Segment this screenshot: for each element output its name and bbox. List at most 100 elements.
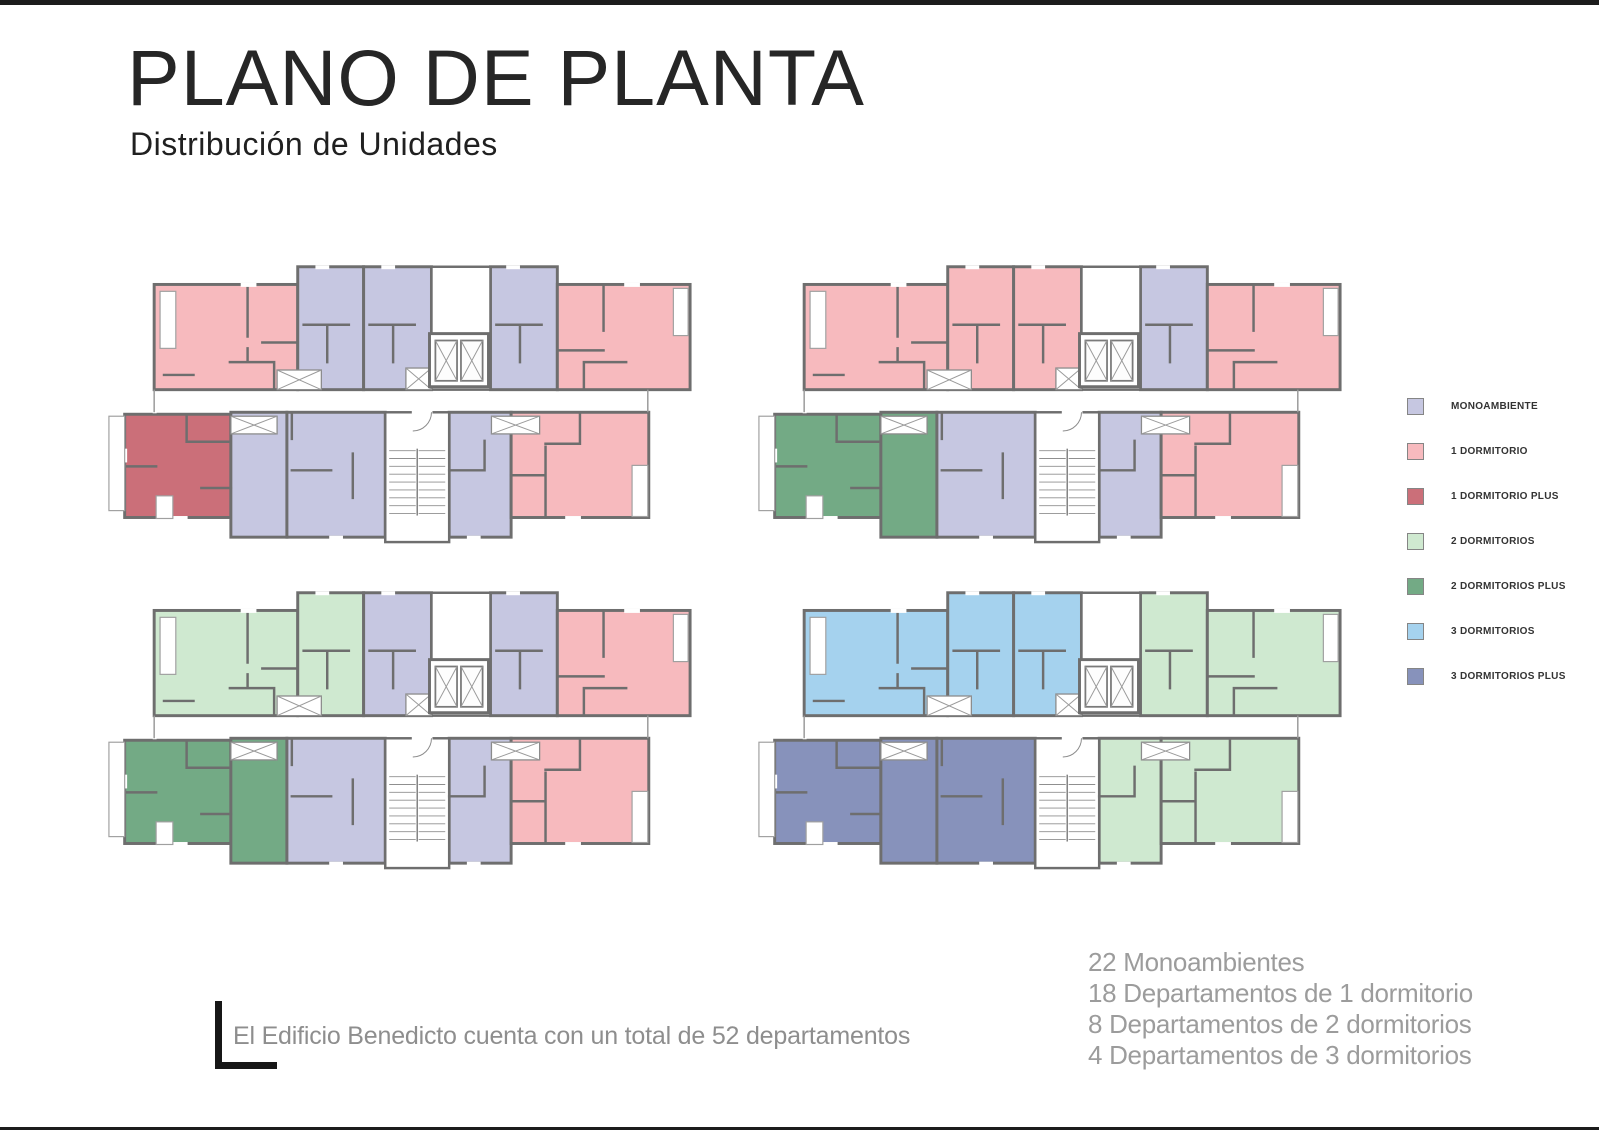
floor-plan-top-right-drawing	[758, 265, 1342, 544]
window-opening	[171, 842, 188, 846]
balcony-recess	[672, 613, 689, 663]
balcony-recess	[108, 415, 126, 512]
window-opening	[240, 282, 257, 287]
floor-plan-bottom-right	[745, 578, 1355, 873]
stair-treads	[1039, 409, 1096, 516]
window-opening	[890, 608, 907, 613]
wing-connector	[803, 715, 1299, 739]
unit-ul	[152, 282, 300, 392]
shaft-slab	[880, 415, 928, 435]
page-subtitle: Distribución de Unidades	[130, 126, 498, 162]
window-opening	[1031, 265, 1046, 270]
elevator-shafts	[1078, 658, 1140, 715]
floor-plan-bottom-right-drawing	[758, 591, 1342, 870]
window-opening	[979, 861, 993, 866]
unit-ur	[1205, 282, 1342, 392]
balcony-recess	[809, 290, 827, 349]
window-opening	[329, 861, 343, 866]
window-opening	[381, 265, 396, 270]
stair-treads	[389, 409, 446, 516]
floor-plan-top-left	[95, 252, 705, 547]
legend-swatch-d1	[1407, 443, 1424, 460]
window-opening	[979, 535, 993, 540]
legend-item-d2p: 2 DORMITORIOS PLUS	[1407, 578, 1566, 595]
legend-item-d1p: 1 DORMITORIO PLUS	[1407, 488, 1566, 505]
legend-swatch-d3p	[1407, 668, 1424, 685]
interior-walls	[123, 609, 628, 845]
window-opening	[315, 591, 330, 596]
elevator-shafts	[428, 658, 490, 715]
summary-line-1-dormitorio: 18 Departamentos de 1 dormitorio	[1088, 978, 1473, 1008]
interior-walls	[773, 609, 1278, 845]
floor-plan-bottom-left-drawing	[108, 591, 692, 870]
elevator-shafts	[428, 332, 490, 389]
shaft-slab	[926, 695, 972, 717]
wing-connector	[153, 715, 649, 739]
stair-treads	[389, 735, 446, 842]
balcony-recess	[108, 741, 126, 838]
window-opening	[821, 516, 838, 520]
balcony-recess	[155, 495, 174, 520]
legend-swatch-mono	[1407, 398, 1424, 415]
balcony-recess	[1322, 613, 1339, 663]
legend-label: 3 DORMITORIOS PLUS	[1451, 671, 1566, 682]
window-opening	[329, 535, 343, 540]
window-opening	[1274, 282, 1290, 287]
unit-um3	[1138, 591, 1209, 718]
legend-label: 3 DORMITORIOS	[1451, 626, 1535, 637]
unit-la2	[285, 736, 387, 865]
window-opening	[506, 265, 520, 270]
floor-plan-bottom-left	[95, 578, 705, 873]
floor-plan-top-right	[745, 252, 1355, 547]
balcony-recess	[159, 616, 177, 675]
unit-la2	[935, 410, 1037, 539]
window-opening	[1215, 516, 1231, 520]
window-opening	[624, 608, 640, 613]
shaft-slab	[405, 693, 433, 717]
legend-item-d3: 3 DORMITORIOS	[1407, 623, 1566, 640]
window-opening	[240, 608, 257, 613]
interior-walls	[123, 283, 628, 519]
unit-um3	[488, 591, 559, 718]
shaft-slab	[405, 367, 433, 391]
stair-treads	[1039, 735, 1096, 842]
floor-plan-top-left-drawing	[108, 265, 692, 544]
shaft-slab	[230, 741, 278, 761]
window-opening	[1274, 608, 1290, 613]
shaft-slab	[1055, 367, 1083, 391]
shaft-slab	[1140, 415, 1191, 435]
window-opening	[1156, 591, 1170, 596]
shaft-slab	[880, 741, 928, 761]
legend-swatch-d1p	[1407, 488, 1424, 505]
legend-label: 1 DORMITORIO PLUS	[1451, 491, 1559, 502]
window-opening	[965, 591, 980, 596]
unit-ur	[555, 282, 692, 392]
window-opening	[506, 591, 520, 596]
window-opening	[624, 282, 640, 287]
wing-connector	[153, 389, 649, 413]
top-border	[0, 0, 1599, 5]
summary-line-monoambientes: 22 Monoambientes	[1088, 947, 1305, 977]
bottom-border	[0, 1127, 1599, 1130]
shaft-slab	[230, 415, 278, 435]
shaft-slab	[926, 369, 972, 391]
balcony-recess	[155, 821, 174, 846]
balcony-recess	[631, 464, 649, 518]
shaft-slab	[490, 415, 541, 435]
window-opening	[315, 265, 330, 270]
legend-swatch-d3	[1407, 623, 1424, 640]
shaft-slab	[1055, 693, 1083, 717]
legend-item-mono: MONOAMBIENTE	[1407, 398, 1566, 415]
balcony-recess	[805, 495, 824, 520]
page-title: PLANO DE PLANTA	[127, 33, 865, 122]
window-opening	[1156, 265, 1170, 270]
legend-label: 2 DORMITORIOS PLUS	[1451, 581, 1566, 592]
window-opening	[565, 516, 581, 520]
building-note: El Edificio Benedicto cuenta con un tota…	[233, 1022, 911, 1050]
balcony-recess	[758, 741, 776, 838]
summary-line-2-dormitorios: 8 Departamentos de 2 dormitorios	[1088, 1009, 1472, 1039]
wing-connector	[803, 389, 1299, 413]
balcony-recess	[1322, 287, 1339, 337]
balcony-recess	[631, 790, 649, 844]
